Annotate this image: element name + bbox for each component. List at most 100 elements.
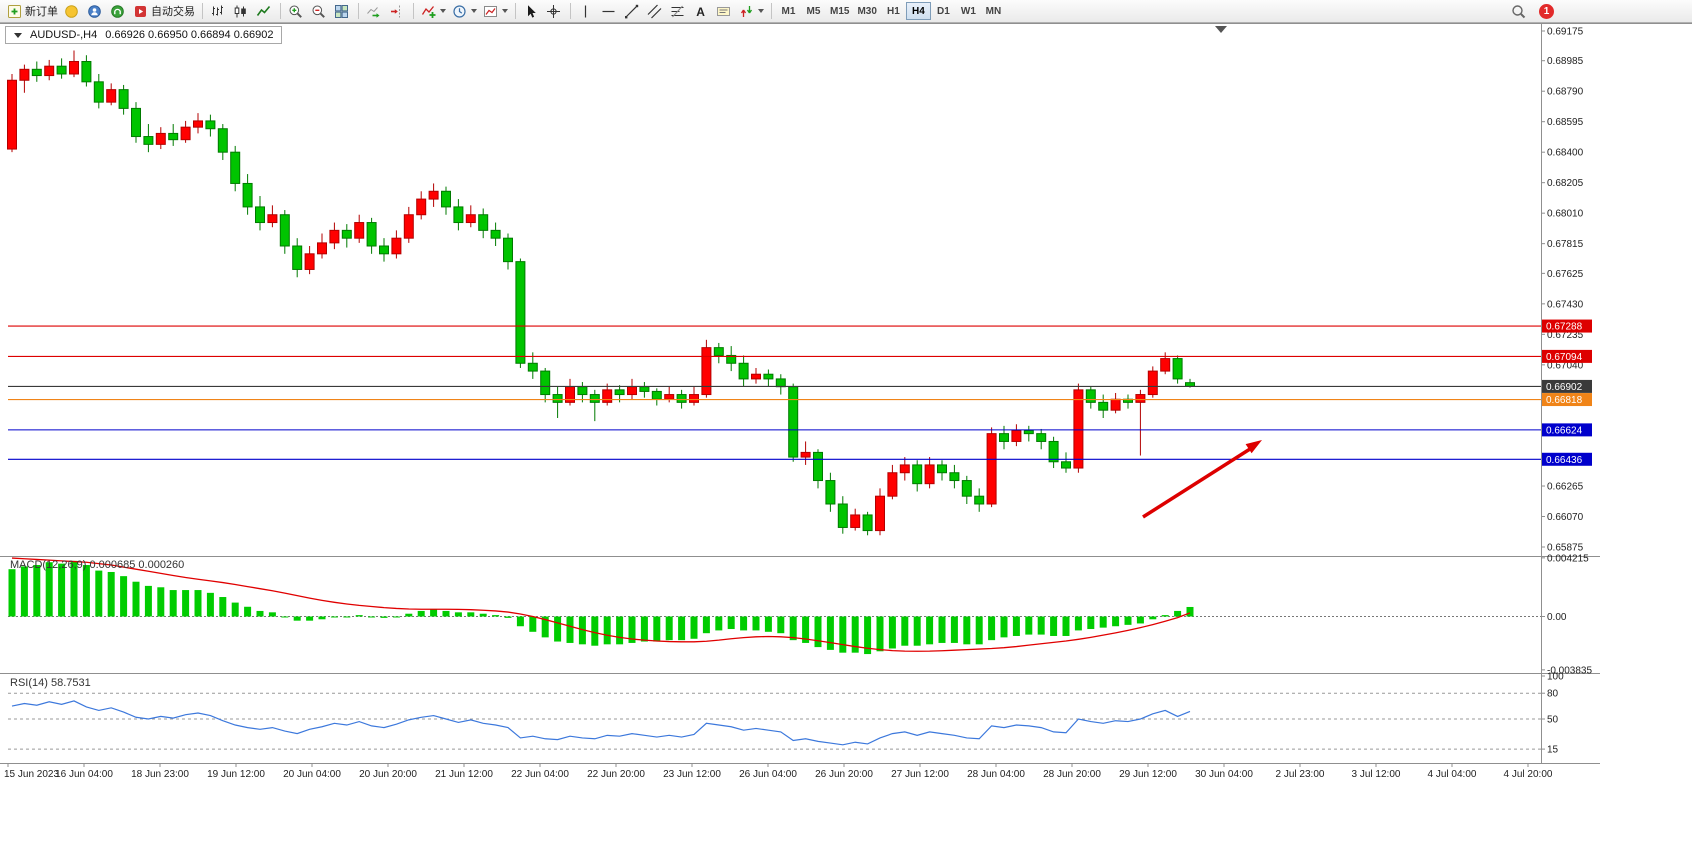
svg-text:0.00: 0.00 [1547,612,1567,623]
svg-text:18 Jun 23:00: 18 Jun 23:00 [131,769,189,780]
vertical-line-button[interactable] [575,1,598,21]
svg-text:0.68400: 0.68400 [1547,148,1584,159]
toolbar: 新订单 自动交易 [0,0,1692,23]
chart-canvas[interactable]: 0.69175 0.68985 0.68790 0.68595 0.68400 0.682… [0,23,1692,848]
svg-text:16 Jun 04:00: 16 Jun 04:00 [55,769,113,780]
line-chart-icon [256,5,271,16]
svg-text:0.66624: 0.66624 [1546,425,1583,436]
chart-shift-marker [1215,26,1227,33]
svg-text:0.67815: 0.67815 [1547,239,1584,250]
svg-text:0.69175: 0.69175 [1547,27,1584,38]
toolbar-separator [570,3,571,19]
cursor-button[interactable] [520,1,543,21]
auto-trading-button[interactable]: 自动交易 [130,1,198,21]
svg-text:0.004215: 0.004215 [1547,553,1589,564]
chart-title-box[interactable]: AUDUSD-,H4 0.66926 0.66950 0.66894 0.669… [5,26,283,44]
candlestick-chart-button[interactable] [230,1,253,21]
toolbar-separator [358,3,359,19]
svg-text:0.68010: 0.68010 [1547,209,1584,220]
notification-badge[interactable]: 1 [1539,3,1554,19]
periods-button[interactable] [449,1,480,21]
zoom-out-button[interactable] [308,1,331,21]
channel-button[interactable] [644,1,667,21]
svg-text:80: 80 [1547,689,1559,700]
fibonacci-button[interactable] [667,1,690,21]
timeframe-m30-button[interactable]: M30 [853,2,880,20]
auto-scroll-button[interactable] [363,1,386,21]
candlestick-chart-icon [234,5,246,17]
timeframe-group: M1 M5 M15 M30 H1 H4 D1 W1 MN [776,2,1006,20]
templates-button[interactable] [480,1,511,21]
zoom-in-button[interactable] [285,1,308,21]
zoom-out-icon [312,5,325,18]
community-button[interactable] [84,1,107,21]
timeframe-m15-button[interactable]: M15 [826,2,853,20]
crosshair-icon [547,4,560,18]
timeframe-w1-button[interactable]: W1 [956,2,981,20]
price-tag-0.67094: 0.67094 [1542,349,1592,363]
chart-title-dropdown-icon[interactable] [14,32,22,38]
metaquotes-icon [65,4,78,18]
cursor-icon [528,4,536,18]
crosshair-button[interactable] [543,1,566,21]
timeframe-d1-button[interactable]: D1 [931,2,956,20]
toolbar-separator [202,3,203,19]
svg-text:23 Jun 12:00: 23 Jun 12:00 [663,769,721,780]
bars-chart-button[interactable] [207,1,230,21]
search-icon [1512,4,1526,18]
indicators-button[interactable] [418,1,449,21]
tile-windows-button[interactable] [331,1,354,21]
text-label-icon [717,6,730,16]
trendline-icon [625,4,639,18]
text-label-button[interactable] [713,1,736,21]
arrows-dropdown-caret [758,9,764,13]
templates-icon [484,5,497,17]
toolbar-separator [280,3,281,19]
new-order-icon [8,4,21,18]
indicators-icon [421,5,436,18]
svg-text:22 Jun 20:00: 22 Jun 20:00 [587,769,645,780]
svg-text:0.65875: 0.65875 [1547,543,1584,554]
price-tag-0.66624: 0.66624 [1542,423,1592,437]
timeframe-m5-button[interactable]: M5 [801,2,826,20]
svg-text:21 Jun 12:00: 21 Jun 12:00 [435,769,493,780]
svg-text:20 Jun 04:00: 20 Jun 04:00 [283,769,341,780]
price-tag-0.66902: 0.66902 [1542,379,1592,393]
trend-arrow[interactable] [1142,440,1262,519]
svg-text:4 Jul 04:00: 4 Jul 04:00 [1428,769,1477,780]
price-scale: 0.69175 0.68985 0.68790 0.68595 0.68400 0.682… [1541,27,1584,554]
timeframe-m1-button[interactable]: M1 [776,2,801,20]
svg-text:0.66902: 0.66902 [1546,382,1583,393]
toolbar-separator [515,3,516,19]
templates-dropdown-caret [502,9,508,13]
search-button[interactable] [1508,1,1531,21]
macd-indicator-label: MACD(12,26,9) 0.000685 0.000260 [10,559,185,571]
support-button[interactable] [107,1,130,21]
line-chart-button[interactable] [253,1,276,21]
svg-text:20 Jun 20:00: 20 Jun 20:00 [359,769,417,780]
svg-text:0.67235: 0.67235 [1547,330,1584,341]
arrows-button[interactable] [736,1,767,21]
svg-text:0.68790: 0.68790 [1547,87,1584,98]
horizontal-line-button[interactable] [598,1,621,21]
svg-text:27 Jun 12:00: 27 Jun 12:00 [891,769,949,780]
timeframe-mn-button[interactable]: MN [981,2,1006,20]
timeframe-h4-button[interactable]: H4 [905,2,931,20]
trendline-button[interactable] [621,1,644,21]
svg-text:28 Jun 20:00: 28 Jun 20:00 [1043,769,1101,780]
rsi-indicator-label: RSI(14) 58.7531 [10,677,91,689]
svg-text:30 Jun 04:00: 30 Jun 04:00 [1195,769,1253,780]
new-order-button[interactable]: 新订单 [4,1,61,21]
macd-histogram [8,560,1194,655]
svg-text:4 Jul 20:00: 4 Jul 20:00 [1504,769,1553,780]
timeframe-h1-button[interactable]: H1 [881,2,906,20]
svg-text:100: 100 [1547,672,1564,683]
svg-text:19 Jun 12:00: 19 Jun 12:00 [207,769,265,780]
text-button[interactable]: A [690,1,713,21]
svg-text:0.67094: 0.67094 [1546,352,1583,363]
metaquotes-button[interactable] [61,1,84,21]
svg-text:0.67430: 0.67430 [1547,299,1584,310]
candlesticks [7,50,1195,536]
auto-trading-label: 自动交易 [151,6,195,18]
chart-shift-button[interactable] [386,1,409,21]
